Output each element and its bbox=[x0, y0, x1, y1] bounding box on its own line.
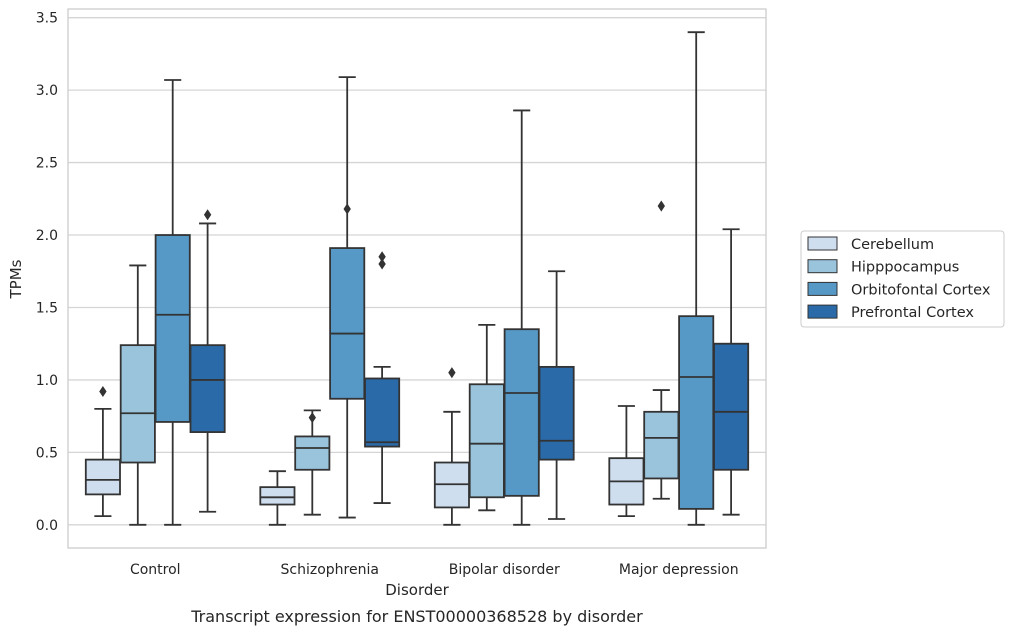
x-axis-label: Disorder bbox=[385, 581, 449, 599]
outlier-point bbox=[448, 367, 456, 379]
y-tick-label: 3.0 bbox=[36, 83, 58, 99]
box-iqr bbox=[119, 344, 156, 464]
box-iqr bbox=[84, 458, 121, 496]
box-iqr bbox=[364, 377, 401, 448]
x-tick-label: Bipolar disorder bbox=[449, 562, 560, 578]
outlier-point bbox=[657, 200, 665, 212]
box-group bbox=[678, 31, 715, 526]
legend-label: Prefrontal Cortex bbox=[851, 305, 974, 321]
outlier-point bbox=[99, 385, 107, 398]
plot-frame bbox=[67, 8, 767, 549]
box-group bbox=[119, 264, 156, 526]
x-tick-label: Schizophrenia bbox=[281, 562, 379, 578]
box-group bbox=[608, 405, 645, 518]
x-tick-label: Control bbox=[130, 562, 181, 578]
box-iqr bbox=[678, 315, 715, 510]
y-tick-label: 0.0 bbox=[36, 518, 58, 534]
box-iqr bbox=[713, 342, 750, 471]
box-group bbox=[468, 323, 505, 512]
legend-swatch bbox=[807, 281, 838, 296]
box-iqr bbox=[329, 247, 366, 400]
legend-label: Cerebellum bbox=[851, 237, 934, 253]
box-group bbox=[259, 470, 296, 526]
x-tick-labels: Control Schizophrenia Bipolar disorder Majo… bbox=[130, 562, 739, 578]
box-group bbox=[538, 270, 575, 520]
chart-caption: Transcript expression for ENST0000036852… bbox=[190, 607, 643, 626]
box-iqr bbox=[259, 486, 296, 506]
box-group bbox=[154, 79, 191, 526]
box-iqr bbox=[189, 344, 226, 433]
x-tick-label: Major depression bbox=[619, 562, 739, 578]
box-group bbox=[433, 367, 470, 526]
legend-label: Hipppocampus bbox=[851, 260, 959, 276]
box-group bbox=[329, 76, 366, 519]
box-iqr bbox=[643, 410, 680, 480]
legend-label: Orbitofontal Cortex bbox=[851, 282, 991, 298]
y-tick-label: 1.5 bbox=[36, 300, 58, 316]
legend-swatch bbox=[807, 304, 838, 319]
box-iqr bbox=[468, 383, 505, 499]
box-iqr bbox=[538, 365, 575, 461]
outlier-point bbox=[378, 258, 386, 270]
outlier-point bbox=[203, 209, 212, 221]
legend-swatch bbox=[807, 259, 838, 274]
y-tick-label: 1.0 bbox=[36, 373, 58, 389]
box-group bbox=[503, 109, 540, 526]
box-group bbox=[189, 209, 226, 513]
outlier-point bbox=[308, 412, 316, 424]
box-group bbox=[713, 228, 750, 516]
outlier-point bbox=[378, 251, 386, 263]
box-group bbox=[294, 409, 331, 516]
box-group bbox=[84, 385, 121, 518]
y-tick-labels: 0.0 0.5 1.0 1.5 2.0 2.5 3.0 3.5 bbox=[36, 11, 58, 534]
y-tick-label: 0.5 bbox=[36, 445, 58, 461]
y-tick-label: 2.0 bbox=[36, 228, 58, 244]
box-iqr bbox=[294, 435, 331, 471]
box-group bbox=[643, 200, 680, 500]
legend-frame bbox=[800, 230, 1005, 328]
legend-swatch bbox=[807, 236, 838, 251]
box-iqr bbox=[154, 234, 191, 423]
box-iqr bbox=[503, 328, 540, 497]
box-group bbox=[364, 251, 401, 504]
legend: Cerebellum Hipppocampus Orbitofontal Corte… bbox=[800, 230, 1005, 328]
y-tick-label: 2.5 bbox=[36, 156, 58, 172]
boxes-layer bbox=[84, 31, 750, 526]
y-axis-label: TPMs bbox=[7, 259, 25, 299]
y-tick-label: 3.5 bbox=[36, 11, 58, 27]
outlier-point bbox=[343, 203, 351, 215]
